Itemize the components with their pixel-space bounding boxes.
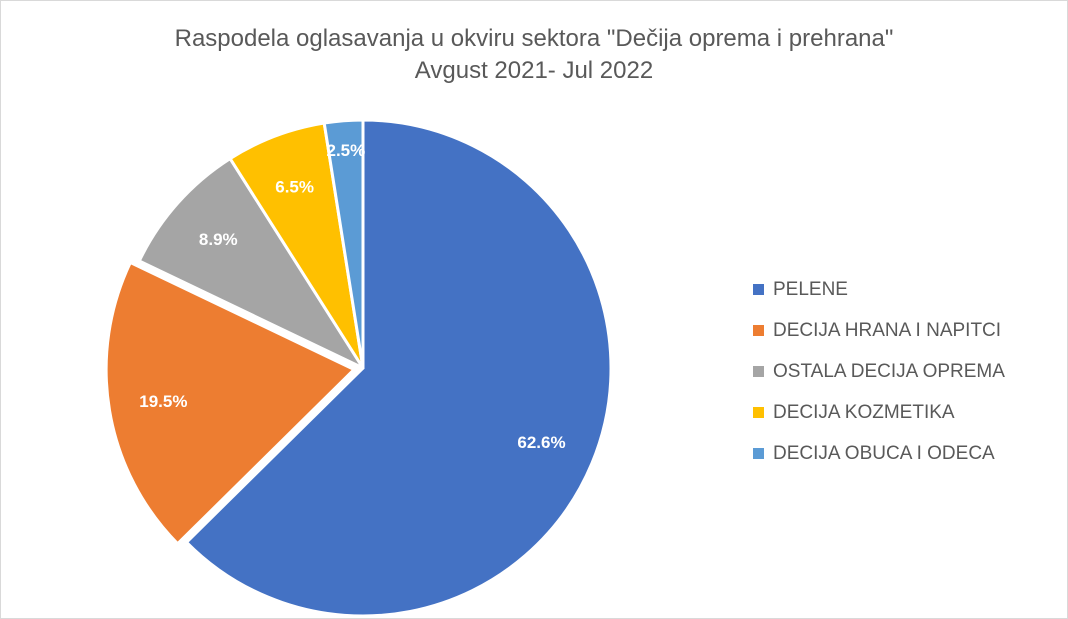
legend-label: PELENE (773, 278, 848, 300)
legend-item-decija-obuca-i-odeca: DECIJA OBUCA I ODECA (753, 433, 1005, 474)
pie-slice-pelene (185, 118, 613, 618)
data-label-decija-obuca-i-odeca: 2.5% (327, 141, 366, 160)
chart-title: Raspodela oglasavanja u okviru sektora "… (174, 25, 894, 52)
legend-swatch (753, 325, 764, 336)
legend-item-decija-kozmetika: DECIJA KOZMETIKA (753, 392, 1005, 433)
chart-title-block: Raspodela oglasavanja u okviru sektora "… (1, 23, 1067, 87)
legend-item-ostala-decija-oprema: OSTALA DECIJA OPREMA (753, 351, 1005, 392)
legend-label: DECIJA KOZMETIKA (773, 401, 955, 423)
legend-swatch (753, 284, 764, 295)
pie-slice-decija-hrana-i-napitci (104, 260, 356, 546)
legend-item-decija-hrana-i-napitci: DECIJA HRANA I NAPITCI (753, 310, 1005, 351)
chart-subtitle: Avgust 2021- Jul 2022 (414, 57, 654, 84)
legend-swatch (753, 448, 764, 459)
data-label-decija-kozmetika: 6.5% (275, 178, 314, 197)
legend-label: OSTALA DECIJA OPREMA (773, 360, 1005, 382)
data-label-pelene: 62.6% (517, 433, 565, 452)
legend-swatch (753, 407, 764, 418)
legend-label: DECIJA OBUCA I ODECA (773, 442, 995, 464)
data-label-ostala-decija-oprema: 8.9% (199, 230, 238, 249)
chart-legend: PELENE DECIJA HRANA I NAPITCI OSTALA DECIJ… (753, 269, 1005, 474)
legend-swatch (753, 366, 764, 377)
legend-item-pelene: PELENE (753, 269, 1005, 310)
legend-label: DECIJA HRANA I NAPITCI (773, 319, 1002, 341)
pie-slice-decija-obuca-i-odeca (322, 118, 365, 370)
pie-slice-ostala-decija-oprema (137, 157, 365, 370)
data-label-decija-hrana-i-napitci: 19.5% (139, 392, 187, 411)
